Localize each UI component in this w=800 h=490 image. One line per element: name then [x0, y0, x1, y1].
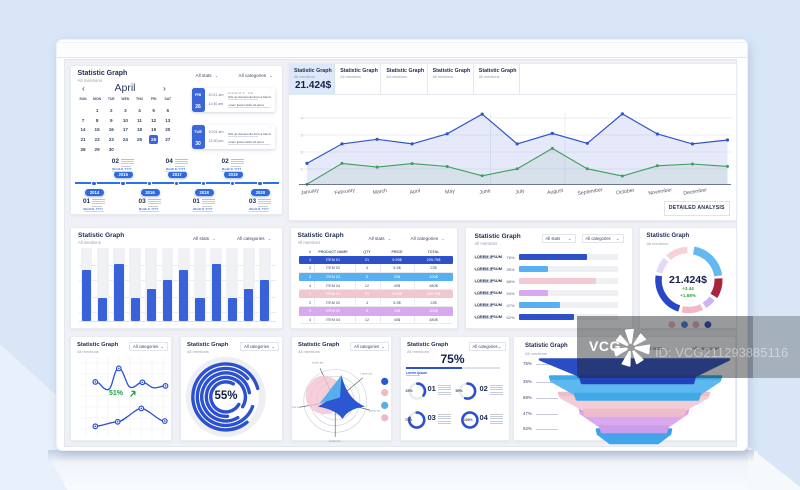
svg-text:3: 3: [301, 133, 304, 138]
svg-text:Lorem ips.: Lorem ips.: [329, 438, 341, 441]
svg-text:April: April: [409, 188, 420, 196]
svg-text:March: March: [372, 188, 387, 196]
svg-text:Lorem ips.: Lorem ips.: [361, 371, 373, 375]
svg-text:4: 4: [301, 116, 304, 121]
svg-text:Lorem ips.: Lorem ips.: [312, 360, 324, 364]
svg-text:May: May: [445, 188, 456, 196]
svg-text:September: September: [577, 187, 603, 197]
svg-text:November: November: [648, 187, 673, 197]
svg-text:June: June: [479, 188, 491, 196]
svg-text:July: July: [515, 188, 525, 195]
svg-text:February: February: [334, 187, 356, 196]
svg-text:Lorem ips.: Lorem ips.: [292, 405, 301, 409]
svg-text:January: January: [300, 188, 320, 197]
svg-text:Lorem ips.: Lorem ips.: [369, 408, 381, 412]
svg-text:December: December: [683, 187, 708, 197]
svg-text:2: 2: [301, 150, 304, 155]
svg-text:October: October: [616, 188, 635, 197]
svg-text:August: August: [547, 188, 564, 197]
svg-text:1: 1: [301, 167, 304, 172]
